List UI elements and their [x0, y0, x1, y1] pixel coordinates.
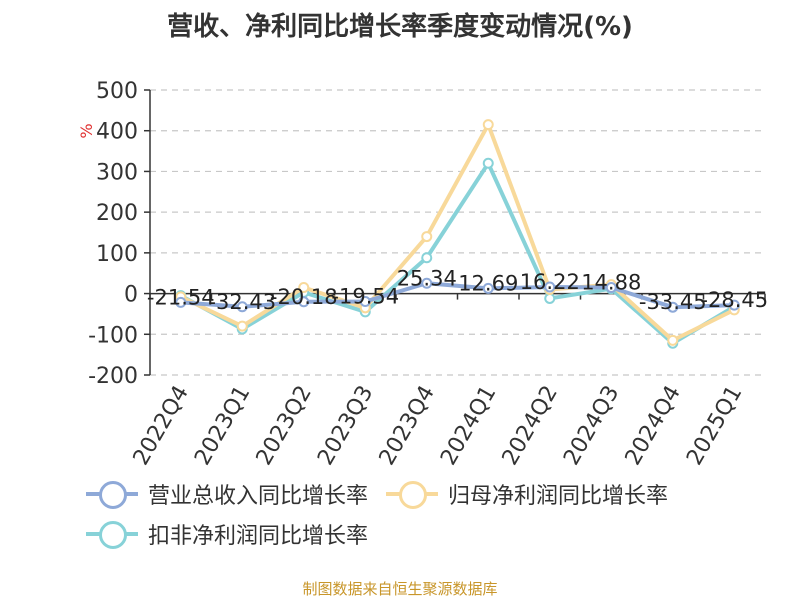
- y-tick-label: 100: [96, 242, 138, 267]
- legend: 营业总收入同比增长率 归母净利润同比增长率扣非净利润同比增长率: [86, 474, 786, 554]
- data-label: 14.88: [581, 271, 641, 295]
- data-point: [421, 277, 433, 289]
- series-line: [179, 161, 736, 346]
- data-point: [421, 252, 433, 264]
- series-layer: [175, 119, 740, 349]
- data-point: [667, 301, 679, 313]
- data-label: -32.43: [208, 290, 276, 314]
- x-tick-label: 2023Q1: [190, 382, 255, 470]
- x-tick-label: 2024Q1: [436, 382, 501, 470]
- data-point: [359, 296, 371, 308]
- legend-item[interactable]: 营业总收入同比增长率: [86, 474, 368, 514]
- data-label: -21.54: [147, 285, 215, 309]
- data-label: -28.45: [700, 288, 768, 312]
- data-point: [605, 282, 617, 294]
- data-point: [728, 299, 740, 311]
- data-label: 12.69: [458, 271, 518, 295]
- x-tick-label: 2024Q2: [498, 382, 563, 470]
- x-tick-label: 2025Q1: [682, 382, 747, 470]
- data-label: -19.54: [331, 285, 399, 309]
- y-axis-label: %: [77, 123, 96, 138]
- y-tick-label: 200: [96, 201, 138, 226]
- chart-title: 营收、净利同比增长率季度变动情况(%): [167, 12, 633, 42]
- data-point: [544, 281, 556, 293]
- y-tick-label: -100: [88, 323, 138, 348]
- legend-swatch: [86, 520, 138, 549]
- y-tick-label: 500: [96, 79, 138, 104]
- data-label: -20.18: [270, 285, 338, 309]
- data-point: [667, 334, 679, 346]
- y-tick-label: -200: [88, 364, 138, 389]
- legend-swatch: [386, 480, 439, 509]
- y-tick-label: 300: [96, 160, 138, 185]
- legend-item[interactable]: 扣非净利润同比增长率: [86, 514, 368, 554]
- data-label: 25.34: [397, 266, 457, 290]
- y-tick-label: 0: [124, 283, 138, 308]
- series-line: [179, 122, 736, 343]
- x-tick-label: 2023Q3: [313, 382, 378, 470]
- x-tick-label: 2024Q3: [559, 382, 624, 470]
- data-point: [482, 157, 494, 169]
- data-point: [236, 320, 248, 332]
- x-tick-label: 2023Q4: [375, 382, 440, 470]
- data-point: [298, 281, 310, 293]
- data-point: [298, 296, 310, 308]
- source-note: 制图数据来自恒生聚源数据库: [302, 580, 498, 598]
- data-point: [421, 231, 433, 243]
- data-point: [482, 119, 494, 131]
- data-point: [482, 282, 494, 294]
- data-label: 16.22: [520, 270, 580, 294]
- data-point: [175, 296, 187, 308]
- legend-label: 扣非净利润同比增长率: [148, 524, 369, 549]
- x-tick-label: 2023Q2: [252, 382, 317, 470]
- legend-label: 归母净利润同比增长率: [448, 484, 669, 509]
- x-tick-label: 2024Q4: [621, 382, 686, 470]
- legend-label: 营业总收入同比增长率: [148, 484, 369, 509]
- data-point: [544, 292, 556, 304]
- y-tick-label: 400: [96, 120, 138, 145]
- legend-swatch: [86, 480, 138, 509]
- data-point: [236, 301, 248, 313]
- grid-lines: [150, 89, 765, 376]
- data-label: -33.45: [639, 290, 707, 314]
- series-line: [180, 281, 735, 310]
- x-tick-label: 2022Q4: [129, 382, 194, 470]
- legend-item[interactable]: 归母净利润同比增长率: [386, 474, 668, 514]
